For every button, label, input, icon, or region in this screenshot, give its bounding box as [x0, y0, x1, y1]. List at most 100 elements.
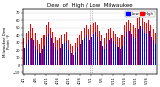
Bar	[70, 44, 71, 65]
Bar	[55, 47, 56, 65]
Bar	[108, 29, 109, 65]
Bar	[28, 40, 29, 65]
Bar	[148, 20, 149, 65]
Bar	[137, 18, 138, 65]
Bar	[84, 38, 85, 65]
Bar	[84, 28, 85, 65]
Bar	[113, 41, 114, 65]
Title: Dew  of  High / Low  Milwaukee: Dew of High / Low Milwaukee	[47, 3, 133, 8]
Bar	[61, 35, 62, 65]
Bar	[100, 41, 101, 65]
Bar	[109, 40, 110, 65]
Bar	[33, 40, 34, 65]
Bar	[129, 31, 130, 65]
Bar	[77, 47, 78, 65]
Bar	[155, 33, 156, 65]
Bar	[28, 31, 29, 65]
Bar	[46, 25, 47, 65]
Legend: Low, High: Low, High	[125, 11, 155, 17]
Bar	[146, 34, 148, 65]
Bar	[86, 25, 87, 65]
Bar	[135, 38, 136, 65]
Bar	[135, 28, 136, 65]
Bar	[92, 23, 94, 65]
Bar	[39, 44, 40, 65]
Bar	[124, 37, 125, 65]
Bar	[95, 32, 96, 65]
Bar	[77, 38, 78, 65]
Bar	[97, 37, 98, 65]
Bar	[110, 28, 111, 65]
Bar	[90, 25, 91, 65]
Bar	[32, 28, 33, 65]
Bar	[64, 34, 65, 65]
Bar	[51, 38, 52, 65]
Bar	[121, 35, 123, 65]
Bar	[151, 37, 152, 65]
Bar	[133, 25, 134, 65]
Bar	[124, 25, 125, 65]
Bar	[37, 50, 38, 65]
Bar	[153, 29, 154, 65]
Bar	[130, 23, 131, 65]
Bar	[48, 22, 49, 65]
Bar	[53, 43, 54, 65]
Bar	[75, 52, 76, 65]
Bar	[64, 43, 65, 65]
Bar	[102, 46, 103, 65]
Bar	[153, 40, 154, 65]
Bar	[140, 26, 141, 65]
Bar	[44, 46, 45, 65]
Bar	[128, 20, 129, 65]
Bar	[95, 22, 96, 65]
Bar	[126, 32, 128, 65]
Bar	[142, 18, 143, 65]
Bar	[68, 40, 69, 65]
Bar	[86, 35, 87, 65]
Bar	[126, 22, 127, 65]
Bar	[113, 31, 114, 65]
Bar	[88, 40, 90, 65]
Bar	[55, 37, 56, 65]
Bar	[155, 44, 156, 65]
Bar	[117, 37, 118, 65]
Bar	[57, 40, 58, 65]
Bar	[120, 49, 121, 65]
Bar	[37, 40, 38, 65]
Bar	[26, 33, 27, 65]
Bar	[52, 32, 53, 65]
Bar	[41, 38, 42, 65]
Bar	[133, 37, 134, 65]
Bar	[117, 47, 119, 65]
Bar	[119, 38, 120, 65]
Bar	[30, 24, 31, 65]
Bar	[99, 31, 100, 65]
Bar	[115, 44, 116, 65]
Bar	[93, 34, 94, 65]
Bar	[48, 34, 49, 65]
Bar	[104, 38, 105, 65]
Bar	[88, 29, 89, 65]
Bar	[23, 38, 24, 65]
Bar	[115, 34, 116, 65]
Bar	[42, 49, 43, 65]
Bar	[72, 46, 73, 65]
Bar	[75, 43, 76, 65]
Bar	[80, 44, 81, 65]
Bar	[24, 48, 25, 65]
Bar	[101, 35, 102, 65]
Bar	[150, 25, 152, 65]
Bar	[31, 38, 32, 65]
Bar	[57, 50, 58, 65]
Bar	[71, 53, 72, 65]
Bar	[62, 44, 63, 65]
Bar	[73, 55, 74, 65]
Bar	[144, 33, 145, 65]
Bar	[26, 44, 27, 65]
Bar	[131, 34, 132, 65]
Bar	[142, 29, 143, 65]
Bar	[122, 46, 123, 65]
Bar	[79, 35, 80, 65]
Bar	[59, 38, 60, 65]
Bar	[66, 41, 67, 65]
